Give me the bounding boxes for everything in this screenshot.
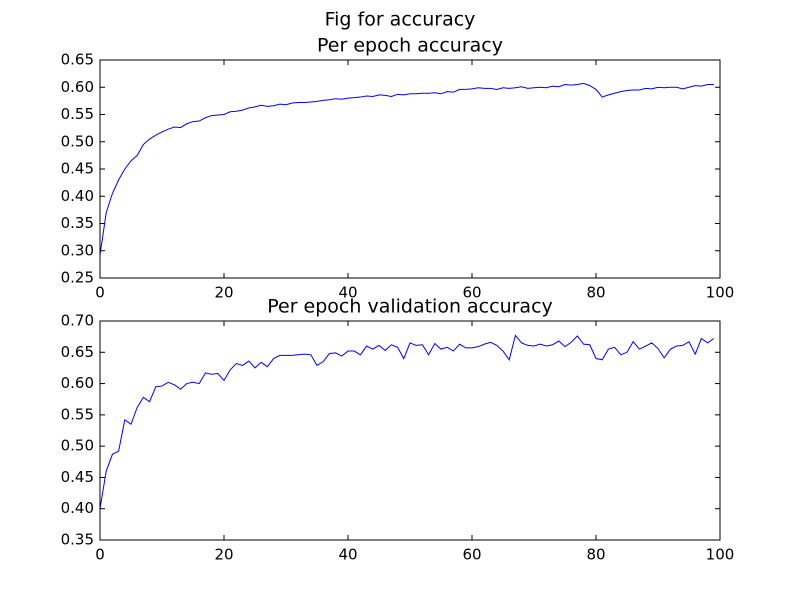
y-tick-label: 0.35 [61,531,94,549]
x-tick-label: 0 [95,284,105,302]
x-tick-label: 20 [214,284,233,302]
y-tick-label: 0.45 [61,468,94,486]
chart-title: Per epoch accuracy [317,35,503,57]
x-tick-label: 0 [95,546,105,564]
x-tick-label: 20 [214,546,233,564]
y-tick-label: 0.35 [61,214,94,232]
y-tick-label: 0.65 [61,51,94,69]
y-tick-label: 0.60 [61,78,94,96]
x-tick-label: 40 [338,546,357,564]
x-tick-label: 60 [462,284,481,302]
data-line [99,82,714,256]
y-tick-label: 0.50 [61,132,94,150]
y-tick-label: 0.40 [61,499,94,517]
x-tick-label: 80 [586,546,605,564]
y-tick-label: 0.30 [61,241,94,259]
y-tick-label: 0.40 [61,187,94,205]
x-tick-label: 100 [706,546,735,564]
figure-title: Fig for accuracy [325,9,476,31]
y-tick-label: 0.55 [61,405,94,423]
y-tick-label: 0.50 [61,437,94,455]
y-tick-label: 0.55 [61,105,94,123]
plot-frame [99,320,721,541]
x-tick-label: 40 [338,284,357,302]
chart-title: Per epoch validation accuracy [267,296,553,318]
x-tick-label: 100 [706,284,735,302]
y-tick-label: 0.45 [61,160,94,178]
y-tick-label: 0.70 [61,312,94,330]
data-line [99,334,715,509]
x-tick-label: 60 [462,546,481,564]
x-tick-label: 80 [586,284,605,302]
y-tick-label: 0.25 [61,269,94,287]
y-tick-label: 0.65 [61,343,94,361]
y-tick-label: 0.60 [61,374,94,392]
